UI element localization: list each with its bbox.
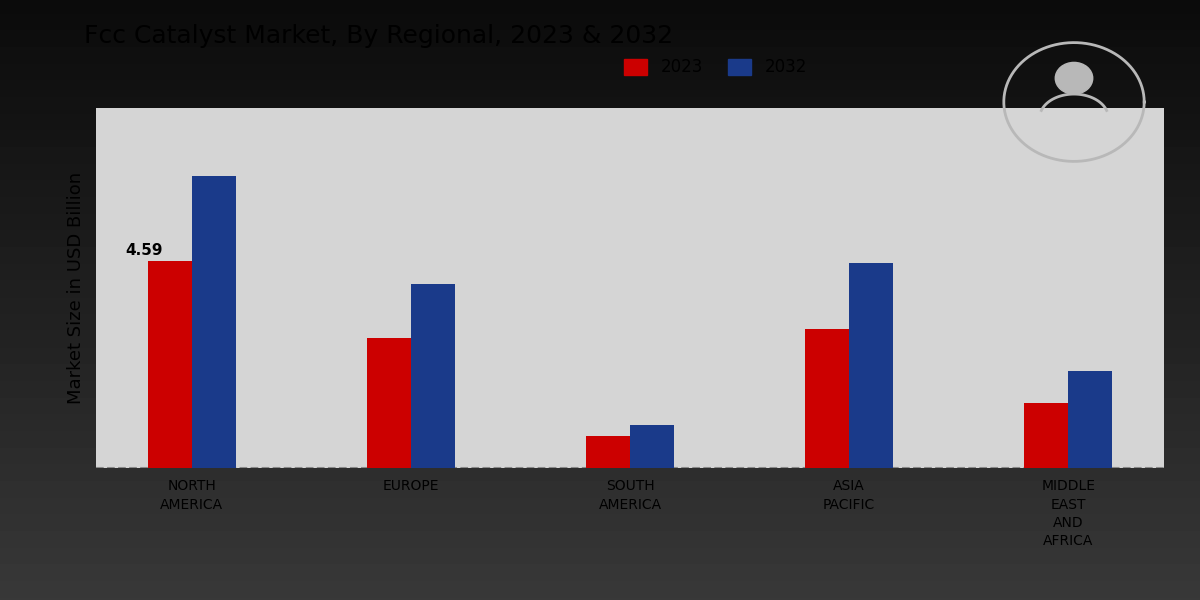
Text: 4.59: 4.59 bbox=[126, 243, 163, 258]
Y-axis label: Market Size in USD Billion: Market Size in USD Billion bbox=[67, 172, 85, 404]
Bar bbox=[148, 262, 192, 468]
Legend: 2023, 2032: 2023, 2032 bbox=[617, 52, 814, 83]
Circle shape bbox=[1055, 62, 1093, 94]
Bar bbox=[1025, 403, 1068, 468]
Bar bbox=[805, 329, 850, 468]
Bar bbox=[410, 284, 455, 468]
Bar bbox=[367, 337, 410, 468]
Bar bbox=[192, 175, 235, 468]
Bar bbox=[630, 425, 674, 468]
Bar bbox=[850, 263, 893, 468]
Bar bbox=[586, 436, 630, 468]
Bar bbox=[1068, 371, 1112, 468]
Text: Fcc Catalyst Market, By Regional, 2023 & 2032: Fcc Catalyst Market, By Regional, 2023 &… bbox=[84, 24, 673, 48]
